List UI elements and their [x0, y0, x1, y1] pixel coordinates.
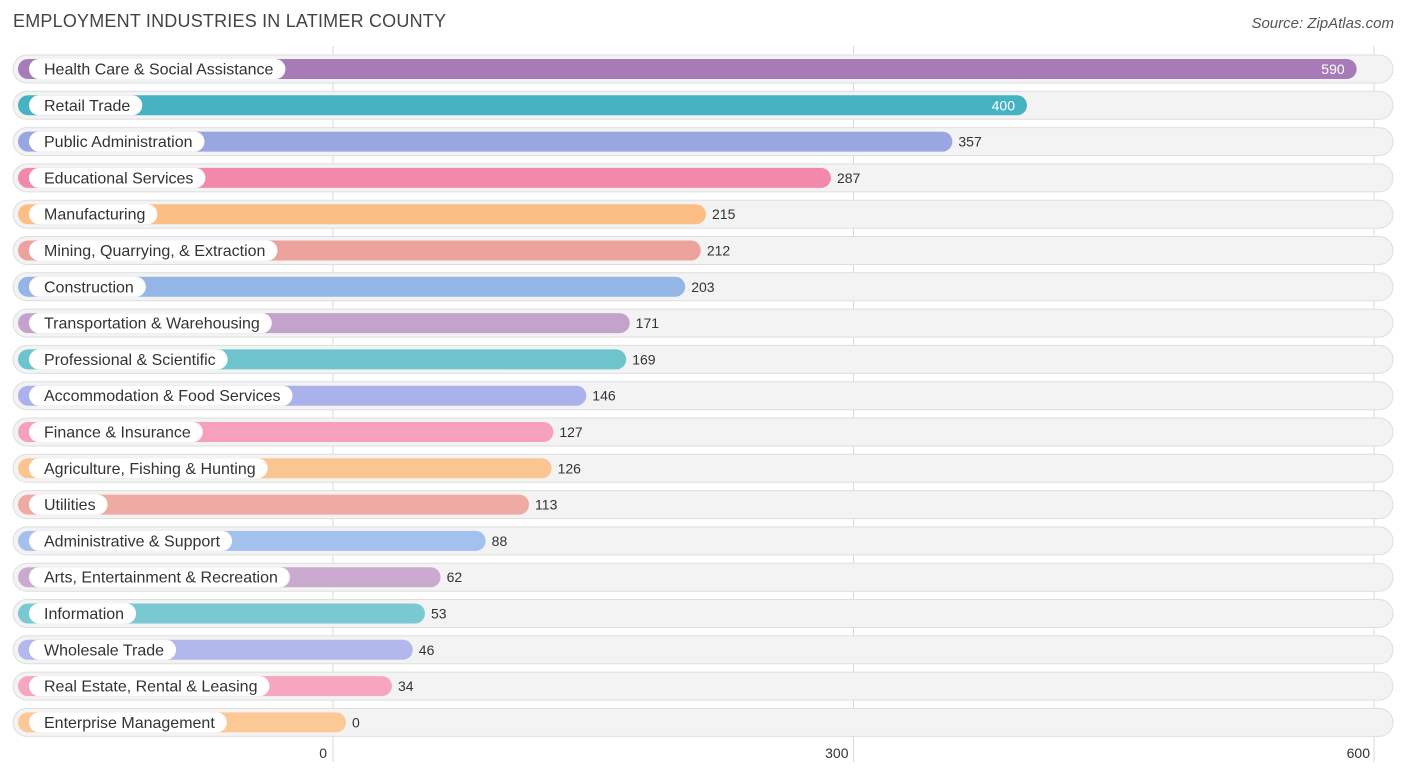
category-label-pill: [29, 385, 293, 406]
category-label-pill: [29, 349, 228, 370]
value-label: 215: [712, 206, 736, 222]
bar: [18, 59, 1357, 79]
category-label: Educational Services: [44, 170, 193, 187]
value-label: 169: [632, 351, 656, 367]
bar: [18, 276, 686, 297]
category-label-pill: [29, 313, 272, 334]
value-label: 287: [837, 170, 861, 186]
bar: [18, 167, 831, 188]
value-label: 53: [431, 606, 447, 622]
bar-row: Utilities 113: [12, 490, 1394, 520]
category-label-pill: [29, 167, 206, 188]
value-label: 203: [691, 279, 715, 295]
bar: [18, 494, 530, 515]
category-label: Wholesale Trade: [44, 642, 164, 659]
category-label-pill: [29, 458, 268, 479]
bar-row: Educational Services 287: [12, 163, 1394, 193]
bar-row: Finance & Insurance 127: [12, 417, 1394, 447]
category-label: Agriculture, Fishing & Hunting: [44, 461, 256, 478]
category-label-pill: [29, 276, 146, 297]
bar-row: Mining, Quarrying, & Extraction 212: [12, 236, 1394, 265]
value-label: 34: [398, 678, 414, 694]
category-label: Manufacturing: [44, 207, 145, 224]
bar: [18, 95, 1027, 116]
bar-row: Agriculture, Fishing & Hunting 126: [12, 453, 1394, 483]
category-label-pill: [29, 59, 286, 79]
value-label: 590: [1321, 61, 1345, 77]
category-label: Accommodation & Food Services: [44, 388, 281, 405]
category-label-pill: [29, 603, 137, 624]
category-label: Administrative & Support: [44, 533, 221, 550]
category-label: Real Estate, Rental & Leasing: [44, 679, 257, 696]
value-label: 357: [958, 134, 982, 150]
bar: [18, 204, 707, 225]
bar-row: Arts, Entertainment & Recreation 62: [12, 562, 1394, 592]
bar-row: Transportation & Warehousing 171: [12, 308, 1394, 338]
category-label: Arts, Entertainment & Recreation: [44, 570, 278, 587]
value-label: 0: [352, 714, 360, 730]
category-label: Health Care & Social Assistance: [44, 62, 274, 79]
category-label: Mining, Quarrying, & Extraction: [44, 243, 265, 260]
category-label: Utilities: [44, 497, 96, 514]
bar-row: Administrative & Support 88: [12, 526, 1394, 556]
bar-row: Manufacturing 215: [12, 199, 1394, 229]
bar-row: Accommodation & Food Services 146: [12, 381, 1394, 411]
value-label: 113: [535, 497, 558, 513]
x-tick-label: 300: [825, 745, 849, 761]
category-label: Construction: [44, 279, 134, 296]
value-label: 146: [592, 388, 616, 404]
bar-row: Public Administration 357: [12, 127, 1394, 157]
bar-row: Enterprise Management 0: [12, 707, 1394, 737]
category-label: Transportation & Warehousing: [44, 316, 260, 333]
bar-row: Health Care & Social Assistance 590: [12, 54, 1394, 84]
value-label: 46: [419, 642, 435, 658]
x-tick-label: 0: [319, 745, 327, 761]
category-label-pill: [29, 676, 270, 697]
category-label-pill: [29, 204, 158, 225]
bar-row: Information 53: [12, 599, 1394, 628]
category-label: Information: [44, 606, 124, 623]
bar-row: Construction 203: [12, 272, 1394, 302]
value-label: 212: [707, 243, 731, 259]
category-label-pill: [29, 567, 290, 588]
bar-row: Wholesale Trade 46: [12, 635, 1394, 665]
category-label: Enterprise Management: [44, 715, 215, 732]
value-label: 126: [558, 460, 582, 476]
bar-row: Retail Trade 400: [12, 90, 1394, 120]
category-label: Professional & Scientific: [44, 352, 216, 369]
value-label: 171: [636, 315, 660, 331]
category-label-pill: [29, 639, 177, 660]
value-label: 62: [447, 569, 463, 585]
value-label: 127: [559, 424, 583, 440]
category-label-pill: [29, 131, 205, 152]
bar: [18, 131, 953, 152]
value-label: 88: [492, 533, 508, 549]
category-label: Finance & Insurance: [44, 425, 191, 442]
category-label-pill: [29, 712, 227, 733]
category-label-pill: [29, 530, 233, 551]
bar-row: Professional & Scientific 169: [12, 344, 1394, 374]
category-label: Retail Trade: [44, 98, 130, 115]
x-tick-label: 600: [1347, 745, 1371, 761]
chart-source: Source: ZipAtlas.com: [1251, 15, 1394, 32]
category-label-pill: [29, 422, 203, 442]
value-label: 400: [992, 97, 1016, 113]
chart-title: EMPLOYMENT INDUSTRIES IN LATIMER COUNTY: [13, 11, 447, 31]
category-label: Public Administration: [44, 134, 193, 151]
bar-track: [12, 707, 1394, 737]
category-label-pill: [29, 240, 278, 261]
category-label-pill: [29, 494, 108, 515]
category-label-pill: [29, 95, 143, 116]
bar-row: Real Estate, Rental & Leasing 34: [12, 671, 1394, 701]
